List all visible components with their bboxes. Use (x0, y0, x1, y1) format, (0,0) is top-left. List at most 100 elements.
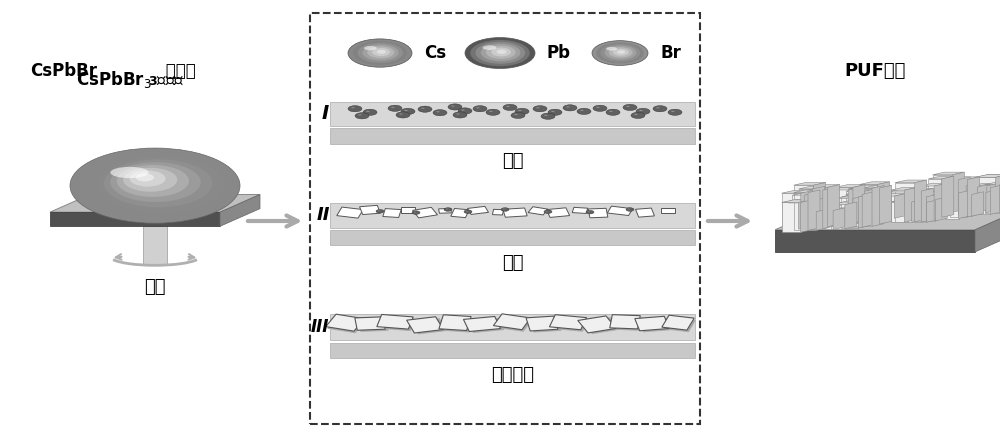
Polygon shape (782, 202, 801, 232)
Polygon shape (959, 190, 971, 218)
Ellipse shape (482, 45, 496, 50)
Polygon shape (794, 185, 814, 224)
Bar (441, 317, 474, 332)
Polygon shape (911, 194, 938, 197)
Ellipse shape (628, 209, 630, 210)
Polygon shape (836, 196, 865, 198)
Polygon shape (864, 185, 891, 188)
Bar (326, 314, 364, 331)
Polygon shape (862, 192, 874, 227)
Circle shape (465, 38, 535, 69)
Polygon shape (808, 190, 820, 230)
Bar (582, 317, 620, 334)
Circle shape (473, 106, 487, 112)
FancyBboxPatch shape (330, 102, 695, 126)
Circle shape (515, 108, 529, 114)
Polygon shape (872, 186, 884, 226)
Bar (610, 315, 640, 329)
Bar (407, 317, 443, 333)
Polygon shape (891, 202, 912, 221)
Ellipse shape (626, 106, 630, 107)
Polygon shape (908, 188, 933, 191)
Ellipse shape (596, 42, 644, 64)
Polygon shape (802, 197, 828, 200)
Polygon shape (933, 175, 952, 212)
Polygon shape (794, 190, 820, 193)
Polygon shape (841, 197, 858, 228)
Polygon shape (846, 189, 876, 191)
Ellipse shape (609, 111, 613, 112)
Bar (664, 317, 696, 332)
Bar (493, 314, 531, 330)
Polygon shape (990, 185, 1000, 214)
FancyBboxPatch shape (330, 203, 695, 228)
Polygon shape (914, 200, 935, 221)
Polygon shape (950, 177, 979, 179)
Ellipse shape (366, 111, 370, 112)
Polygon shape (858, 194, 870, 228)
Text: I: I (321, 104, 329, 123)
Polygon shape (977, 177, 998, 208)
Polygon shape (792, 195, 805, 228)
Polygon shape (853, 196, 865, 223)
Polygon shape (813, 185, 840, 187)
Circle shape (453, 112, 467, 118)
Polygon shape (975, 208, 1000, 252)
Polygon shape (828, 187, 860, 190)
Ellipse shape (391, 107, 395, 108)
Polygon shape (978, 184, 990, 212)
Ellipse shape (372, 48, 390, 56)
Bar (503, 208, 527, 217)
Polygon shape (50, 212, 220, 226)
Polygon shape (823, 187, 835, 229)
Circle shape (503, 104, 517, 110)
Ellipse shape (436, 111, 440, 112)
Bar (360, 206, 380, 214)
Polygon shape (920, 183, 946, 186)
Ellipse shape (588, 211, 590, 212)
Polygon shape (941, 189, 953, 214)
Polygon shape (928, 179, 942, 217)
Polygon shape (869, 187, 881, 221)
Polygon shape (812, 210, 833, 229)
Ellipse shape (404, 110, 408, 111)
Polygon shape (836, 198, 853, 223)
Ellipse shape (613, 49, 629, 56)
Ellipse shape (606, 47, 617, 50)
Polygon shape (814, 183, 826, 224)
Polygon shape (846, 192, 874, 194)
Polygon shape (893, 202, 906, 220)
Ellipse shape (367, 46, 394, 58)
Circle shape (418, 106, 432, 112)
Polygon shape (859, 200, 871, 224)
Circle shape (348, 39, 412, 67)
Polygon shape (928, 176, 954, 179)
Polygon shape (794, 183, 826, 185)
Polygon shape (879, 185, 891, 224)
Polygon shape (805, 206, 838, 209)
Bar (411, 318, 447, 334)
Circle shape (623, 104, 637, 110)
Ellipse shape (110, 167, 149, 178)
Ellipse shape (617, 50, 625, 54)
Polygon shape (835, 187, 853, 223)
Bar (355, 317, 385, 330)
Polygon shape (908, 191, 921, 222)
Polygon shape (971, 187, 990, 214)
Ellipse shape (98, 156, 224, 213)
Polygon shape (845, 202, 857, 229)
Ellipse shape (634, 114, 638, 115)
Ellipse shape (358, 43, 403, 63)
Polygon shape (801, 191, 813, 226)
Ellipse shape (466, 211, 468, 212)
Polygon shape (846, 194, 873, 196)
Polygon shape (784, 200, 811, 202)
Circle shape (606, 109, 620, 115)
Text: 前驱液: 前驱液 (160, 62, 196, 80)
Circle shape (396, 112, 410, 118)
Polygon shape (894, 194, 906, 218)
Polygon shape (841, 194, 870, 197)
Polygon shape (805, 193, 817, 228)
Ellipse shape (353, 41, 407, 65)
Polygon shape (775, 230, 975, 252)
